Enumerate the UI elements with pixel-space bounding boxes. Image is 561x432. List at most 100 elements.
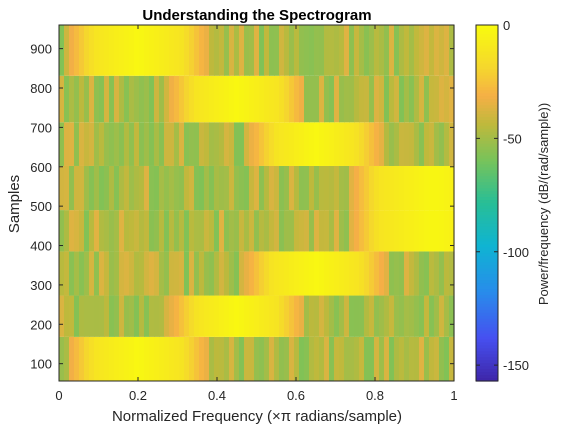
spectrogram-cell xyxy=(64,75,70,123)
spectrogram-cell xyxy=(379,25,385,76)
spectrogram-cell xyxy=(174,295,180,337)
spectrogram-cell xyxy=(229,251,235,296)
y-tick-label: 900 xyxy=(30,42,52,57)
colorbar-swatch xyxy=(476,125,498,130)
spectrogram-cell xyxy=(439,122,445,166)
spectrogram-cell xyxy=(254,122,260,166)
colorbar-swatch xyxy=(476,280,498,284)
spectrogram-cell xyxy=(439,75,445,123)
spectrogram-cell xyxy=(209,251,215,296)
spectrogram-cell xyxy=(319,251,325,296)
spectrogram-cell xyxy=(189,251,195,296)
colorbar-swatch xyxy=(476,54,498,59)
spectrogram-cell xyxy=(279,122,285,166)
spectrogram-cell xyxy=(414,295,420,337)
spectrogram-cell xyxy=(109,295,115,337)
colorbar-swatch xyxy=(476,315,498,320)
spectrogram-cell xyxy=(219,336,225,381)
spectrogram-row xyxy=(59,295,455,337)
spectrogram-cell xyxy=(114,251,120,296)
x-tick-label: 1 xyxy=(450,388,457,403)
spectrogram-cell xyxy=(374,165,380,211)
spectrogram-cell xyxy=(379,75,385,123)
spectrogram-cell xyxy=(79,165,85,211)
spectrogram-cell xyxy=(154,336,160,381)
colorbar-swatch xyxy=(476,119,498,124)
spectrogram-cell xyxy=(59,25,65,76)
colorbar-swatch xyxy=(476,378,498,382)
spectrogram-cell xyxy=(109,210,115,252)
spectrogram-cell xyxy=(349,336,355,381)
spectrogram-cell xyxy=(369,122,375,166)
colorbar-swatch xyxy=(476,354,498,358)
spectrogram-cell xyxy=(59,251,65,296)
spectrogram-cell xyxy=(399,336,405,381)
spectrogram-cell xyxy=(179,251,185,296)
colorbar-swatch xyxy=(476,363,498,367)
colorbar-swatch xyxy=(476,369,498,373)
colorbar-swatch xyxy=(476,116,498,121)
spectrogram-cell xyxy=(209,75,215,123)
spectrogram-cell xyxy=(354,122,360,166)
spectrogram-cell xyxy=(269,25,275,76)
colorbar-tick-label: 0 xyxy=(503,18,510,33)
spectrogram-cell xyxy=(209,165,215,211)
spectrogram-cell xyxy=(94,336,100,381)
spectrogram-cell xyxy=(134,210,140,252)
spectrogram-cell xyxy=(389,295,395,337)
spectrogram-cell xyxy=(209,336,215,381)
spectrogram-cell xyxy=(404,75,410,123)
colorbar-swatch xyxy=(476,318,498,323)
spectrogram-cell xyxy=(234,25,240,76)
colorbar-swatch xyxy=(476,173,498,177)
colorbar-swatch xyxy=(476,336,498,341)
colorbar-swatch xyxy=(476,226,498,231)
spectrogram-cell xyxy=(439,165,445,211)
spectrogram-cell xyxy=(114,295,120,337)
spectrogram-cell xyxy=(199,122,205,166)
spectrogram-cell xyxy=(334,122,340,166)
spectrogram-cell xyxy=(244,295,250,337)
spectrogram-cell xyxy=(239,122,245,166)
spectrogram-cell xyxy=(284,25,290,76)
spectrogram-cell xyxy=(154,295,160,337)
spectrogram-cell xyxy=(199,75,205,123)
spectrogram-row xyxy=(59,210,455,252)
spectrogram-cell xyxy=(249,251,255,296)
spectrogram-cell xyxy=(74,75,80,123)
spectrogram-cell xyxy=(424,210,430,252)
spectrogram-cell xyxy=(424,251,430,296)
spectrogram-cell xyxy=(394,336,400,381)
spectrogram-cell xyxy=(84,295,90,337)
spectrogram-cell xyxy=(269,295,275,337)
spectrogram-cell xyxy=(94,75,100,123)
spectrogram-cell xyxy=(394,210,400,252)
spectrogram-cell xyxy=(314,122,320,166)
spectrogram-cell xyxy=(409,165,415,211)
colorbar-swatch xyxy=(476,372,498,376)
colorbar-swatch xyxy=(476,306,498,311)
colorbar-swatch xyxy=(476,140,498,145)
spectrogram-cell xyxy=(159,295,165,337)
spectrogram-cell xyxy=(149,25,155,76)
spectrogram-cell xyxy=(384,75,390,123)
spectrogram-cell xyxy=(384,210,390,252)
spectrogram-cell xyxy=(119,210,125,252)
spectrogram-cell xyxy=(139,75,145,123)
spectrogram-cell xyxy=(109,122,115,166)
spectrogram-cell xyxy=(264,165,270,211)
spectrogram-cell xyxy=(169,122,175,166)
y-axis-ticks: 100 200 300 400 500 600 700 800 900 xyxy=(30,42,454,372)
spectrogram-cell xyxy=(314,210,320,252)
spectrogram-cell xyxy=(349,295,355,337)
spectrogram-cell xyxy=(409,336,415,381)
spectrogram-cell xyxy=(149,165,155,211)
spectrogram-cell xyxy=(59,122,65,166)
spectrogram-cell xyxy=(219,165,225,211)
spectrogram-cell xyxy=(429,336,435,381)
spectrogram-cell xyxy=(369,210,375,252)
spectrogram-cell xyxy=(374,210,380,252)
spectrogram-cell xyxy=(249,165,255,211)
colorbar-swatch xyxy=(476,238,498,243)
spectrogram-cell xyxy=(79,251,85,296)
